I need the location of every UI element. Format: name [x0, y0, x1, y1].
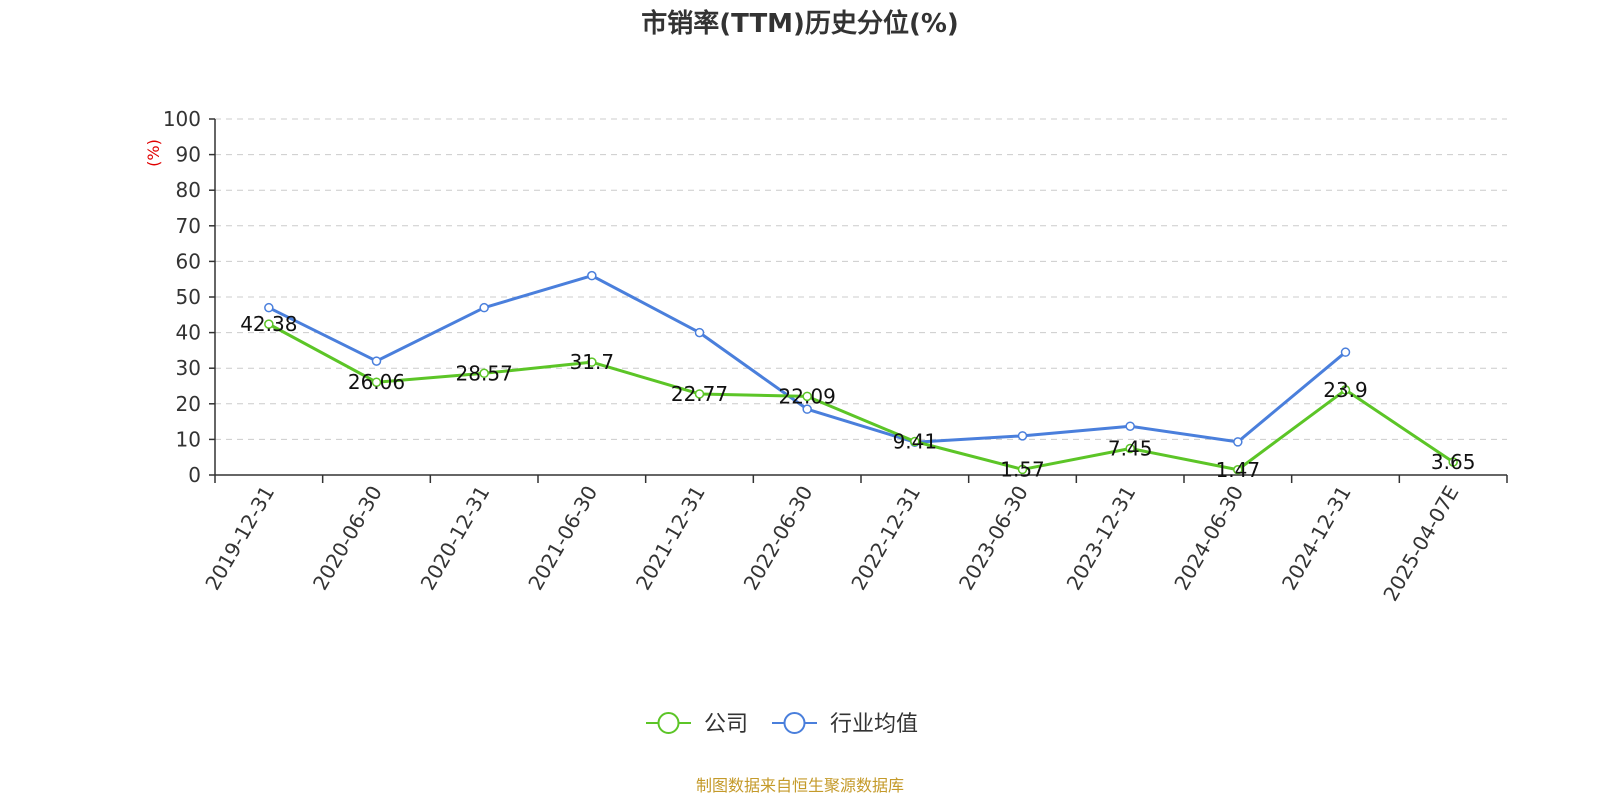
data-point[interactable] [479, 302, 489, 313]
y-tick-label: 40 [176, 321, 201, 345]
legend-label: 公司 [704, 712, 748, 737]
y-tick-label: 70 [176, 214, 201, 238]
x-tick-label: 2020-06-30 [308, 482, 387, 595]
legend-item-0[interactable]: 公司 [646, 712, 748, 737]
data-point[interactable] [1340, 347, 1351, 357]
data-point[interactable] [1448, 457, 1458, 467]
data-point[interactable] [694, 327, 705, 338]
x-tick-label: 2023-06-30 [954, 482, 1033, 595]
legend[interactable]: 公司 行业均值 [646, 712, 918, 737]
data-label: 7.45 [1108, 436, 1153, 460]
x-tick-label: 2021-12-31 [631, 482, 710, 595]
data-label: 9.41 [893, 430, 938, 454]
data-point[interactable] [694, 389, 705, 399]
data-label: 23.9 [1323, 378, 1368, 402]
data-label: 26.06 [348, 370, 405, 394]
data-label: 1.47 [1216, 458, 1261, 482]
y-tick-label: 60 [176, 249, 201, 273]
data-point[interactable] [1340, 385, 1351, 395]
x-tick-label: 2025-04-07E [1378, 482, 1463, 606]
data-point[interactable] [1017, 464, 1028, 475]
x-tick-label: 2024-06-30 [1169, 482, 1248, 595]
legend-label: 行业均值 [830, 712, 918, 737]
data-point[interactable] [1125, 443, 1135, 454]
x-tick-label: 2022-06-30 [739, 482, 818, 595]
y-tick-label: 100 [163, 107, 201, 131]
data-label: 1.57 [1000, 457, 1045, 481]
data-point[interactable] [802, 404, 812, 414]
data-label: 22.09 [779, 384, 836, 408]
data-label: 31.7 [570, 350, 615, 374]
y-tick-label: 20 [176, 392, 201, 416]
data-point[interactable] [1233, 437, 1243, 447]
data-point[interactable] [1017, 431, 1028, 441]
data-point[interactable] [587, 357, 597, 367]
data-point[interactable] [1233, 465, 1243, 475]
y-tick-label: 90 [176, 143, 201, 167]
x-tick-label: 2023-12-31 [1062, 482, 1141, 595]
x-tick-label: 2024-12-31 [1277, 482, 1356, 595]
data-label: 28.57 [456, 361, 513, 385]
data-point[interactable] [264, 302, 274, 313]
x-tick-label: 2020-12-31 [416, 481, 495, 594]
data-point[interactable] [264, 319, 274, 329]
y-tick-label: 30 [176, 356, 201, 380]
x-tick-label: 2019-12-31 [200, 482, 279, 595]
x-tick-label: 2021-06-30 [523, 482, 602, 595]
data-point[interactable] [587, 270, 597, 281]
x-tick-label: 2022-12-31 [846, 481, 925, 594]
chart-title: 市销率(TTM)历史分位(%) [641, 8, 959, 39]
y-tick-label: 10 [176, 427, 201, 451]
series-line-1 [268, 274, 1347, 444]
source-note: 制图数据来自恒生聚源数据库 [696, 776, 904, 795]
data-point[interactable] [371, 356, 382, 366]
y-tick-label: 50 [176, 285, 201, 309]
y-axis-unit-label: (%) [144, 139, 163, 167]
data-labels: 42.38 26.06 28.57 31.7 22.77 22.09 9.41 1.57 7.4… [240, 312, 1475, 482]
data-point[interactable] [910, 436, 920, 447]
grid-lines [215, 118, 1507, 440]
legend-marker [657, 712, 680, 734]
legend-item-1[interactable]: 行业均值 [772, 712, 918, 737]
data-label: 22.77 [671, 382, 728, 406]
data-label: 42.38 [240, 312, 297, 336]
data-label: 3.65 [1431, 450, 1476, 474]
y-tick-label: 0 [188, 463, 201, 487]
series-lines [264, 270, 1458, 475]
data-point[interactable] [479, 368, 489, 379]
data-point[interactable] [802, 391, 812, 402]
series-line-0 [268, 322, 1455, 472]
y-tick-label: 80 [176, 178, 201, 202]
legend-marker [783, 712, 806, 734]
data-point[interactable] [1125, 421, 1135, 431]
data-point[interactable] [371, 377, 382, 387]
